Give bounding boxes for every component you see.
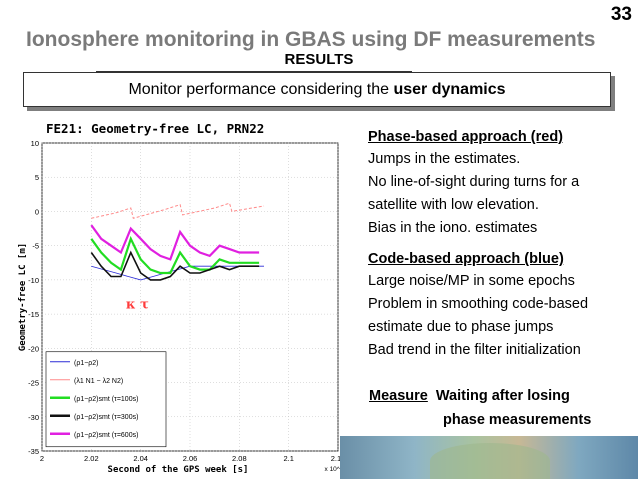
y-tick-label: -5 bbox=[32, 242, 39, 251]
measure-label: Measure bbox=[369, 388, 428, 404]
series-line-smt100 bbox=[90, 235, 260, 275]
slide-number: 33 bbox=[610, 4, 632, 25]
chart-title: FE21: Geometry-free LC, PRN22 bbox=[46, 121, 264, 136]
series-line-smt300 bbox=[90, 250, 260, 281]
code-heading: Code-based approach (blue) bbox=[368, 251, 564, 267]
legend-label: (λ1 N1 − λ2 N2) bbox=[74, 378, 123, 385]
series-line-smt600 bbox=[90, 224, 260, 261]
y-tick-label: 5 bbox=[35, 173, 39, 182]
y-tick-label: 10 bbox=[31, 139, 39, 148]
measure-text-2: phase measurements bbox=[443, 412, 592, 428]
phase-line: Bias in the iono. estimates bbox=[368, 220, 538, 236]
globe-landmass-shape bbox=[430, 443, 550, 479]
x-tick-label: 2.02 bbox=[84, 454, 99, 463]
x-axis-label: Second of the GPS week [s] bbox=[108, 465, 249, 475]
x-tick-label: 2.12 bbox=[331, 454, 346, 463]
x-tick-label: 2.08 bbox=[232, 454, 247, 463]
phase-line: No line-of-sight during turns for a bbox=[368, 174, 580, 190]
x-tick-label: 2.06 bbox=[183, 454, 198, 463]
code-line: Large noise/MP in some epochs bbox=[368, 273, 575, 289]
title-divider bbox=[96, 71, 412, 72]
slide-subtitle: RESULTS bbox=[284, 51, 354, 68]
kappa-tau-annotation: κ τ bbox=[126, 298, 149, 313]
y-tick-label: -35 bbox=[28, 447, 39, 456]
x-exponent-label: x 10^5 bbox=[325, 466, 344, 473]
legend-label: (ρ1−ρ2)smt (τ=100s) bbox=[74, 396, 138, 403]
y-tick-label: -30 bbox=[28, 413, 39, 422]
y-axis-label: Geometry-free LC [m] bbox=[18, 243, 28, 351]
y-tick-label: -10 bbox=[28, 276, 39, 285]
phase-line: Jumps in the estimates. bbox=[368, 151, 521, 167]
code-line: estimate due to phase jumps bbox=[368, 319, 554, 335]
geometry-free-chart: FE21: Geometry-free LC, PRN22 10 5 0 -5 -10 -1… bbox=[16, 113, 346, 475]
phase-heading: Phase-based approach (red) bbox=[368, 129, 563, 145]
legend-label: (ρ1−ρ2)smt (τ=600s) bbox=[74, 432, 138, 439]
measure-note: Measure Waiting after losing phase measu… bbox=[369, 384, 591, 432]
legend-label: (ρ1−ρ2) bbox=[74, 360, 99, 367]
box-text-bold: user dynamics bbox=[393, 81, 506, 98]
notes-panel: Phase-based approach (red) Jumps in the … bbox=[368, 126, 630, 362]
slide-title: Ionosphere monitoring in GBAS using DF m… bbox=[26, 28, 596, 51]
box-text: Monitor performance considering the bbox=[128, 81, 394, 98]
y-tick-label: 0 bbox=[35, 207, 39, 216]
code-line: Problem in smoothing code-based bbox=[368, 296, 589, 312]
x-tick-label: 2.04 bbox=[133, 454, 148, 463]
code-line: Bad trend in the filter initialization bbox=[368, 342, 581, 358]
legend-box bbox=[45, 351, 167, 448]
series-line-phase bbox=[91, 202, 265, 219]
y-tick-label: -15 bbox=[28, 310, 39, 319]
legend-label: (ρ1−ρ2)smt (τ=300s) bbox=[74, 414, 138, 421]
y-tick-label: -20 bbox=[28, 344, 39, 353]
x-tick-label: 2.1 bbox=[283, 454, 293, 463]
x-tick-label: 2 bbox=[40, 454, 44, 463]
y-tick-label: -25 bbox=[28, 379, 39, 388]
phase-line: satellite with low elevation. bbox=[368, 197, 539, 213]
highlight-box: Monitor performance considering the user… bbox=[23, 72, 611, 107]
measure-text: Waiting after losing bbox=[435, 388, 570, 404]
